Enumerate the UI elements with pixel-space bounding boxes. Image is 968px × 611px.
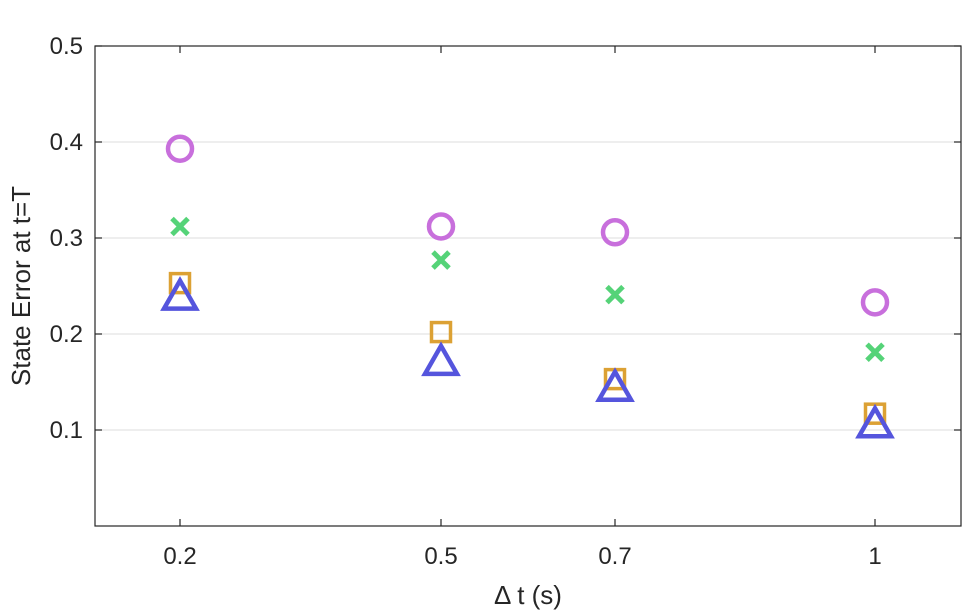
circle-marker (860, 288, 890, 317)
x-axis-label: Δ t (s) (494, 580, 562, 610)
triangle-marker (595, 367, 635, 403)
y-tick-label: 0.2 (50, 321, 83, 348)
y-axis-label: State Error at t=T (6, 186, 36, 386)
y-tick-label: 0.1 (50, 417, 83, 444)
y-axis: 0.1 0.2 0.3 0.4 0.5 (50, 33, 961, 444)
y-tick-label: 0.5 (50, 33, 83, 60)
x-marker (170, 216, 190, 237)
x-axis: 0.2 0.5 0.7 1 (163, 46, 882, 570)
circle-marker (600, 217, 630, 247)
data-points (160, 134, 895, 439)
grid-lines (95, 141, 961, 431)
x-tick-label: 1 (868, 543, 881, 570)
plot-area-border (94, 45, 962, 527)
triangle-marker (421, 341, 461, 377)
square-marker (168, 271, 192, 295)
x-marker (431, 250, 451, 270)
x-tick-label: 0.5 (424, 543, 457, 570)
triangle-marker (855, 403, 895, 439)
x-marker (865, 342, 885, 363)
x-marker (605, 284, 625, 305)
circle-marker (426, 212, 456, 241)
y-tick-label: 0.4 (50, 129, 83, 156)
y-tick-label: 0.3 (50, 225, 83, 252)
x-tick-label: 0.7 (598, 543, 631, 570)
triangle-marker (160, 276, 200, 311)
square-marker (429, 320, 453, 344)
x-tick-label: 0.2 (163, 543, 196, 570)
circle-marker (165, 134, 195, 163)
